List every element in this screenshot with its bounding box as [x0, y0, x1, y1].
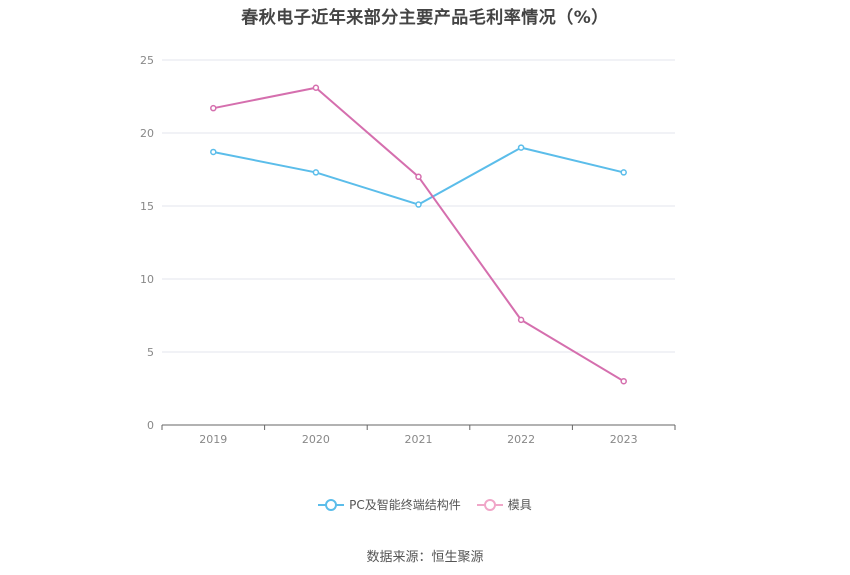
data-point-1-2023 — [620, 377, 627, 385]
x-tick-label-2023: 2023 — [610, 433, 638, 446]
y-tick-label-25: 25 — [140, 54, 154, 67]
y-tick-label-5: 5 — [147, 346, 154, 359]
legend-label-pc: PC及智能终端结构件 — [349, 498, 461, 512]
data-point-1-2022 — [517, 316, 525, 324]
series-line-1 — [213, 86, 625, 383]
legend-label-mold: 模具 — [507, 498, 532, 512]
legend-swatch-mold — [476, 498, 503, 511]
data-point-0-2021 — [415, 201, 422, 208]
x-tick-label-2020: 2020 — [302, 433, 330, 446]
chart-title: 春秋电子近年来部分主要产品毛利率情况（%） — [241, 8, 609, 28]
data-source: 数据来源：恒生聚源 — [366, 550, 484, 565]
data-point-0-2023 — [620, 169, 627, 176]
x-tick-label-2022: 2022 — [507, 433, 535, 446]
data-point-1-2019 — [210, 104, 217, 112]
data-point-0-2020 — [312, 169, 320, 176]
legend-item-pc[interactable]: PC及智能终端结构件 — [318, 496, 461, 513]
data-point-1-2021 — [415, 173, 422, 181]
x-tick-label-2021: 2021 — [405, 433, 433, 446]
y-tick-label-20: 20 — [140, 127, 154, 140]
axes: 0 5 10 15 20 25 2019 2020 2021 2022 2023 — [140, 54, 676, 446]
y-tick-label-0: 0 — [147, 419, 154, 432]
legend-swatch-pc — [318, 498, 345, 511]
data-point-0-2019 — [210, 148, 217, 156]
legend-item-mold[interactable]: 模具 — [476, 496, 532, 513]
x-tick-label-2019: 2019 — [199, 433, 227, 446]
data-point-0-2022 — [517, 144, 525, 151]
data-point-1-2020 — [312, 84, 320, 91]
y-tick-label-10: 10 — [140, 273, 154, 286]
legend: PC及智能终端结构件 模具 — [0, 496, 850, 513]
y-tick-label-15: 15 — [140, 200, 154, 213]
series-lines — [210, 84, 627, 385]
